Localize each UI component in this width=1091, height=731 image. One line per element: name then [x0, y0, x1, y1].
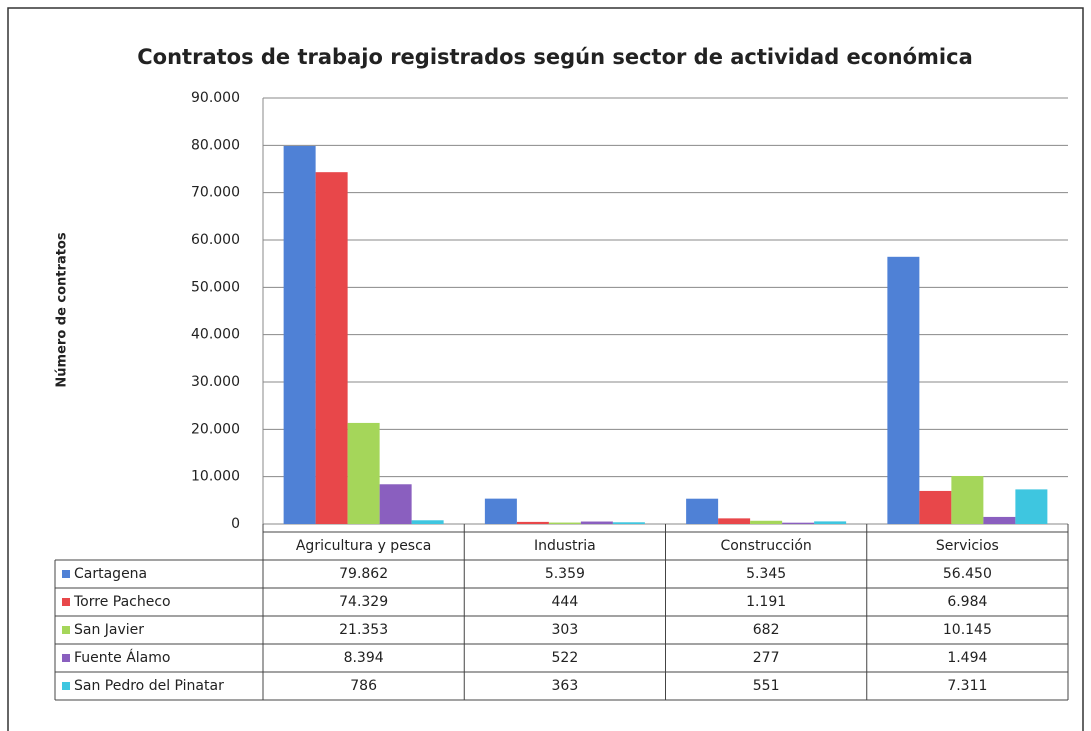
bar: [580, 521, 613, 524]
table-value: 21.353: [339, 622, 388, 638]
y-tick-label: 30.000: [191, 374, 240, 390]
table-value: 5.359: [545, 566, 585, 582]
y-tick-label: 50.000: [191, 279, 240, 295]
x-tick-label: Agricultura y pesca: [296, 538, 432, 554]
y-tick-label: 10.000: [191, 469, 240, 485]
table-value: 551: [753, 678, 780, 694]
table-value: 5.345: [746, 566, 786, 582]
x-tick-label: Industria: [534, 538, 596, 554]
bar: [814, 521, 847, 524]
table-value: 1.494: [947, 650, 987, 666]
table-value: 786: [350, 678, 377, 694]
table-value: 8.394: [344, 650, 384, 666]
table-value: 7.311: [947, 678, 987, 694]
table-value: 363: [552, 678, 579, 694]
y-tick-label: 80.000: [191, 137, 240, 153]
legend-swatch: [62, 598, 70, 606]
legend-swatch: [62, 682, 70, 690]
legend-label: San Pedro del Pinatar: [74, 678, 224, 694]
y-tick-label: 40.000: [191, 327, 240, 343]
y-tick-label: 60.000: [191, 232, 240, 248]
bar: [347, 422, 380, 524]
table-value: 303: [552, 622, 579, 638]
y-axis-label: Número de contratos: [55, 232, 70, 387]
bar: [315, 172, 348, 524]
table-value: 1.191: [746, 594, 786, 610]
y-tick-label: 70.000: [191, 185, 240, 201]
chart-frame: [7, 7, 1084, 731]
bar: [983, 516, 1016, 524]
bar: [612, 522, 645, 524]
x-tick-label: Construcción: [720, 538, 811, 554]
chart-title: Contratos de trabajo registrados según s…: [137, 45, 972, 69]
legend-label: Torre Pacheco: [73, 594, 171, 610]
bar: [548, 522, 581, 524]
table-value: 10.145: [943, 622, 992, 638]
legend-label: San Javier: [74, 622, 144, 638]
table-value: 56.450: [943, 566, 992, 582]
bar: [411, 520, 444, 524]
table-value: 277: [753, 650, 780, 666]
bar: [951, 475, 984, 524]
table-value: 6.984: [947, 594, 987, 610]
x-tick-label: Servicios: [936, 538, 999, 554]
legend-swatch: [62, 654, 70, 662]
bar: [887, 256, 920, 524]
legend-swatch: [62, 626, 70, 634]
legend-label: Fuente Álamo: [74, 649, 170, 666]
bar: [283, 145, 316, 525]
table-value: 682: [753, 622, 780, 638]
table-value: 522: [552, 650, 579, 666]
y-tick-label: 20.000: [191, 421, 240, 437]
bar: [484, 498, 517, 524]
bar: [718, 518, 751, 524]
bar: [1015, 489, 1048, 524]
bar: [516, 521, 549, 524]
y-tick-label: 0: [231, 516, 240, 532]
bar: [379, 484, 412, 524]
table-value: 74.329: [339, 594, 388, 610]
bar: [750, 520, 783, 524]
bar: [919, 490, 952, 524]
bar: [686, 498, 719, 524]
y-tick-label: 90.000: [191, 90, 240, 106]
legend-swatch: [62, 570, 70, 578]
bar: [782, 522, 815, 524]
table-value: 79.862: [339, 566, 388, 582]
legend-label: Cartagena: [74, 566, 147, 582]
table-value: 444: [552, 594, 579, 610]
